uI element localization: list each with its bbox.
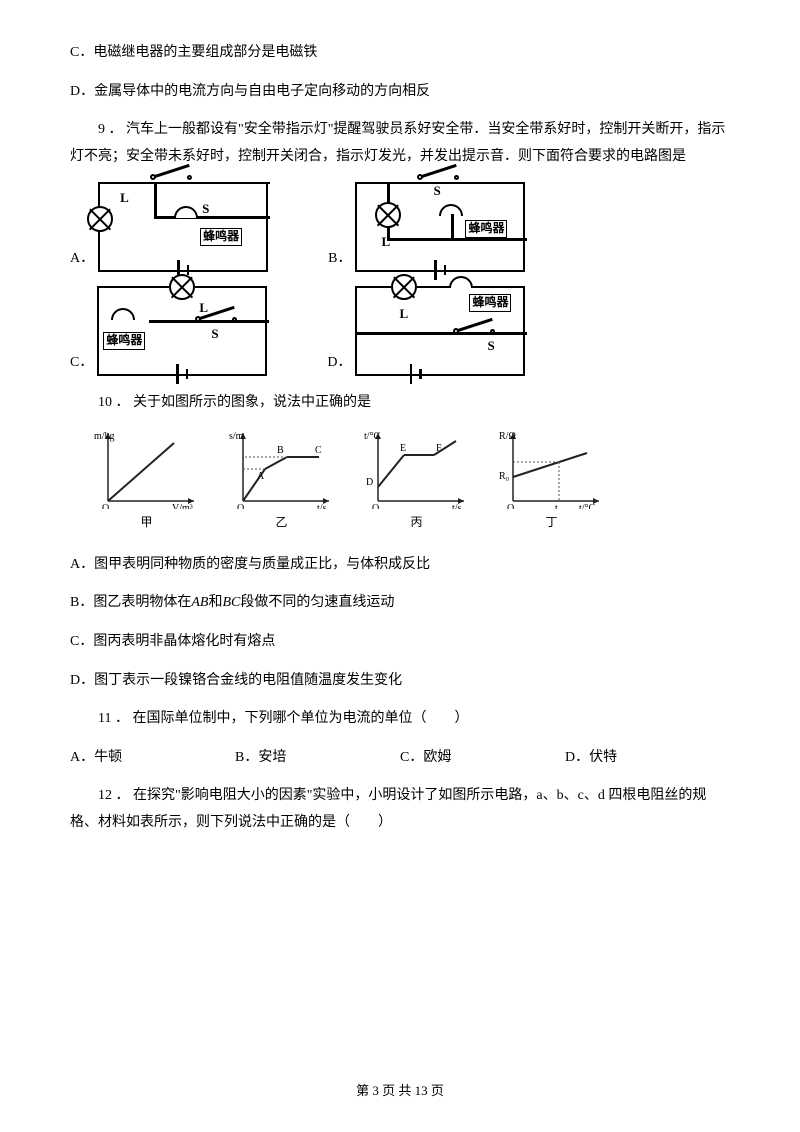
q9-row1: A． L S 蜂鸣器 B． S L (70, 182, 730, 272)
svg-text:R₀: R₀ (499, 471, 510, 482)
svg-text:O: O (102, 503, 109, 509)
buzzer-text: 蜂鸣器 (103, 332, 145, 350)
q9-text: 9 ． 汽车上一般都设有"安全带指示灯"提醒驾驶员系好安全带．当安全带系好时，控… (70, 117, 730, 170)
q10b-bc: BC (222, 595, 240, 610)
q11-opt-a: A．牛顿 (70, 745, 235, 772)
q9-label-d: D． (327, 350, 351, 377)
svg-text:t/s: t/s (452, 503, 462, 509)
svg-text:t/s: t/s (317, 503, 327, 509)
switch-label-s: S (211, 322, 218, 347)
switch-label-s: S (487, 334, 494, 359)
bulb-label-l: L (381, 230, 390, 255)
footer-post: 页 (428, 1083, 444, 1098)
buzzer-text: 蜂鸣器 (469, 294, 511, 312)
q9-label-a: A． (70, 246, 94, 273)
svg-text:D: D (366, 477, 373, 488)
switch-label-s: S (202, 197, 209, 222)
bulb-label-l: L (120, 186, 129, 211)
prior-option-c: C．电磁继电器的主要组成部分是电磁铁 (70, 40, 730, 67)
buzzer-text: 蜂鸣器 (465, 220, 507, 238)
q12-number: 12 ． (98, 788, 130, 803)
q9-label-b: B． (328, 246, 351, 273)
svg-text:t/°C: t/°C (579, 503, 596, 509)
svg-text:R/Ω: R/Ω (499, 431, 516, 442)
graph-caption: 丁 (499, 511, 604, 534)
svg-text:B: B (277, 445, 284, 456)
footer-total: 13 (415, 1083, 428, 1098)
q9-circuit-b: S L 蜂鸣器 (355, 182, 525, 272)
graph-ding: R₀ t R/Ω t/°C O 丁 (499, 429, 604, 534)
q10b-ab: AB (191, 595, 208, 610)
svg-text:O: O (372, 503, 379, 509)
page-footer: 第 3 页 共 13 页 (0, 1079, 800, 1104)
q10-opt-b: B．图乙表明物体在AB和BC段做不同的匀速直线运动 (70, 590, 730, 617)
svg-text:t/°C: t/°C (364, 431, 381, 442)
graph-caption: 丙 (364, 511, 469, 534)
q10b-and: 和 (208, 595, 222, 610)
q10-text: 10 ． 关于如图所示的图象，说法中正确的是 (70, 390, 730, 417)
q11-opt-b: B．安培 (235, 745, 400, 772)
q9-circuit-c: L S 蜂鸣器 (97, 286, 267, 376)
q9-body: 汽车上一般都设有"安全带指示灯"提醒驾驶员系好安全带．当安全带系好时，控制开关断… (70, 122, 725, 164)
q11-body: 在国际单位制中，下列哪个单位为电流的单位（ ） (132, 711, 468, 726)
q9-circuit-a: L S 蜂鸣器 (98, 182, 268, 272)
graph-jia: m/kg V/m³ O 甲 (94, 429, 199, 534)
q9-row2: C． L S 蜂鸣器 D． L 蜂鸣器 S (70, 286, 730, 376)
svg-text:O: O (507, 503, 514, 509)
q12-text: 12 ． 在探究"影响电阻大小的因素"实验中，小明设计了如图所示电路，a、b、c… (70, 783, 730, 836)
svg-text:t: t (555, 503, 558, 509)
buzzer-text: 蜂鸣器 (200, 228, 242, 246)
graph-caption: 甲 (94, 511, 199, 534)
svg-text:V/m³: V/m³ (172, 503, 193, 509)
svg-text:s/m: s/m (229, 431, 244, 442)
svg-text:C: C (315, 445, 322, 456)
graph-yi: A B C s/m t/s O 乙 (229, 429, 334, 534)
q11-number: 11 ． (98, 711, 129, 726)
q10-graphs: m/kg V/m³ O 甲 A B C s/m t/s O 乙 (94, 429, 730, 534)
switch-label-s: S (433, 179, 440, 204)
q11-text: 11 ． 在国际单位制中，下列哪个单位为电流的单位（ ） (70, 706, 730, 733)
q11-opt-c: C．欧姆 (400, 745, 565, 772)
svg-text:O: O (237, 503, 244, 509)
q10-opt-a: A．图甲表明同种物质的密度与质量成正比，与体积成反比 (70, 552, 730, 579)
q10b-pre: B．图乙表明物体在 (70, 595, 191, 610)
svg-text:E: E (400, 443, 406, 454)
graph-caption: 乙 (229, 511, 334, 534)
q10b-post: 段做不同的匀速直线运动 (240, 595, 394, 610)
footer-mid: 页 共 (379, 1083, 415, 1098)
footer-pre: 第 (356, 1083, 372, 1098)
svg-text:m/kg: m/kg (94, 431, 115, 442)
prior-option-d: D．金属导体中的电流方向与自由电子定向移动的方向相反 (70, 79, 730, 106)
bulb-label-l: L (399, 302, 408, 327)
q9-label-c: C． (70, 350, 93, 377)
svg-text:F: F (436, 443, 442, 454)
q9-number: 9 ． (98, 122, 123, 137)
q10-body: 关于如图所示的图象，说法中正确的是 (133, 395, 371, 410)
q12-body: 在探究"影响电阻大小的因素"实验中，小明设计了如图所示电路，a、b、c、d 四根… (70, 788, 706, 830)
q10-number: 10 ． (98, 395, 130, 410)
svg-text:A: A (257, 471, 265, 482)
q9-circuit-d: L 蜂鸣器 S (355, 286, 525, 376)
q10-opt-c: C．图丙表明非晶体熔化时有熔点 (70, 629, 730, 656)
q11-opt-d: D．伏特 (565, 745, 730, 772)
q11-options: A．牛顿 B．安培 C．欧姆 D．伏特 (70, 745, 730, 772)
q10-opt-d: D．图丁表示一段镍铬合金线的电阻值随温度发生变化 (70, 668, 730, 695)
graph-bing: D E F t/°C t/s O 丙 (364, 429, 469, 534)
